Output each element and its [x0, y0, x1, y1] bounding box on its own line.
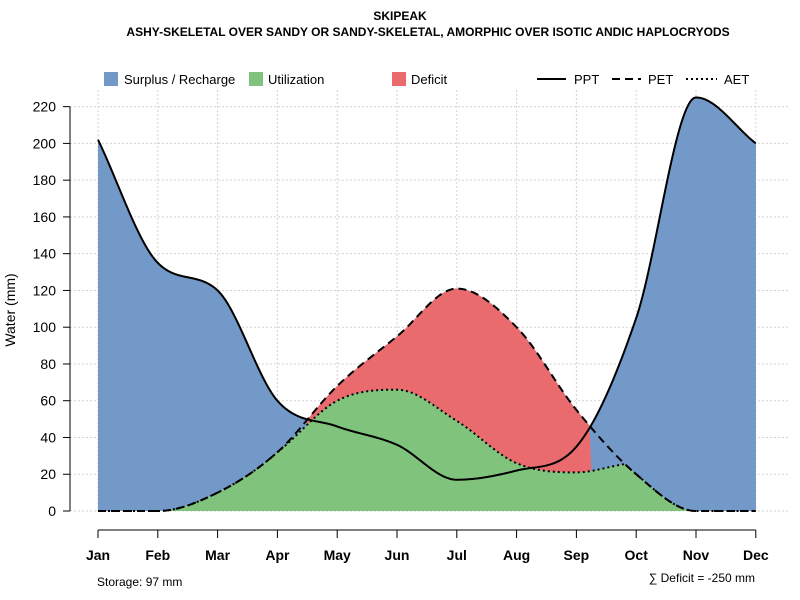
x-tick-label: Jan — [86, 547, 110, 563]
x-tick-label: Apr — [265, 547, 290, 563]
series-lines — [97, 96, 757, 512]
x-tick-label: Jul — [447, 547, 467, 563]
x-tick-label: Sep — [564, 547, 590, 563]
x-tick-label: Feb — [145, 547, 170, 563]
y-tick-label: 60 — [40, 393, 56, 409]
legend-label-deficit: Deficit — [411, 72, 448, 87]
legend-label-pet: PET — [648, 72, 673, 87]
axes: 0 20 40 60 80 100 120 140 160 180 200 220 Jan Feb Mar A… — [33, 99, 769, 563]
deficit-note: ∑ Deficit = -250 mm — [649, 571, 755, 585]
legend-label-aet: AET — [724, 72, 749, 87]
y-tick-label: 200 — [33, 135, 57, 151]
x-tick-label: Nov — [683, 547, 710, 563]
legend-label-ppt: PPT — [574, 72, 599, 87]
x-tick-label: Aug — [503, 547, 530, 563]
chart-title: SKIPEAK — [373, 9, 427, 23]
y-tick-label: 80 — [40, 356, 56, 372]
x-tick-label: May — [324, 547, 351, 563]
legend-label-utilization: Utilization — [268, 72, 324, 87]
y-tick-label: 220 — [33, 99, 57, 115]
x-tick-label: Dec — [743, 547, 769, 563]
utilization-area-top — [98, 389, 756, 511]
chart-subtitle: ASHY-SKELETAL OVER SANDY OR SANDY-SKELET… — [126, 25, 729, 39]
y-tick-label: 180 — [33, 172, 57, 188]
y-tick-label: 40 — [40, 429, 56, 445]
y-tick-label: 160 — [33, 209, 57, 225]
area-fills — [98, 97, 756, 511]
y-tick-label: 0 — [48, 503, 56, 519]
y-tick-label: 120 — [33, 282, 57, 298]
y-tick-label: 100 — [33, 319, 57, 335]
y-tick-label: 140 — [33, 246, 57, 262]
y-axis-label: Water (mm) — [2, 273, 18, 346]
aet-line — [98, 388, 756, 512]
legend-swatch-surplus — [104, 72, 118, 86]
legend-label-surplus: Surplus / Recharge — [124, 72, 235, 87]
surplus-area-top — [98, 97, 756, 511]
y-tick-label: 20 — [40, 466, 56, 482]
legend-swatch-deficit — [392, 72, 406, 86]
legend-swatch-utilization — [249, 72, 263, 86]
storage-note: Storage: 97 mm — [97, 575, 182, 589]
x-tick-label: Mar — [205, 547, 230, 563]
x-tick-label: Jun — [385, 547, 410, 563]
ppt-line — [97, 96, 757, 481]
legend: Surplus / Recharge Utilization Deficit P… — [104, 72, 749, 87]
x-tick-label: Oct — [625, 547, 649, 563]
